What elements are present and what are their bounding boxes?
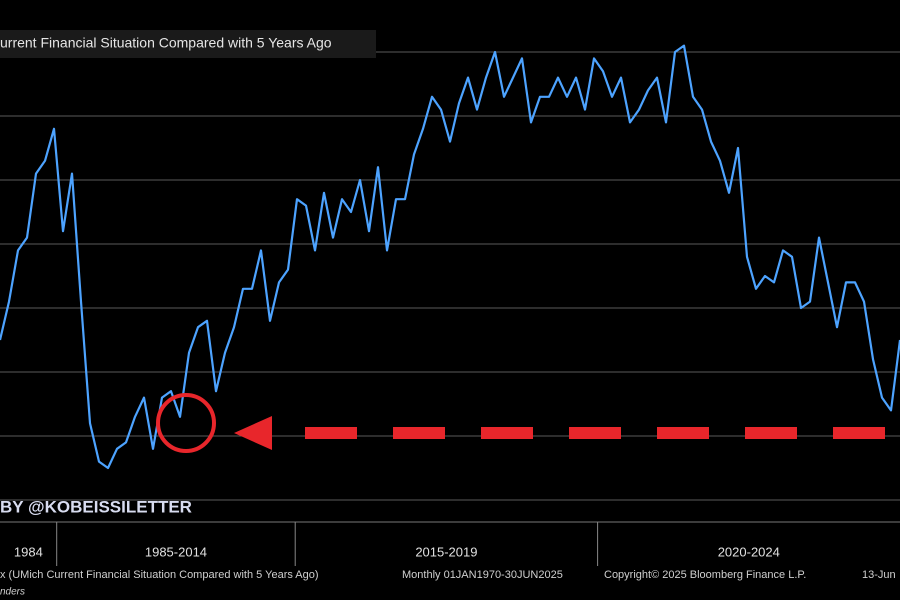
data-line <box>0 44 900 470</box>
footer-source: x (UMich Current Financial Situation Com… <box>0 569 319 581</box>
chart-title: urrent Financial Situation Compared with… <box>0 35 332 51</box>
x-section-label: 1984 <box>14 544 43 559</box>
title-box <box>0 30 376 58</box>
x-section-label: 1985-2014 <box>145 544 207 559</box>
highlight-circle <box>156 393 216 453</box>
footer-note: nders <box>0 587 25 598</box>
x-axis: 1984 1985-2014 2015-2019 2020-2024 <box>14 522 780 566</box>
footer-date: 13-Jun <box>862 569 896 581</box>
watermark: BY @KOBEISSILETTER <box>0 497 192 516</box>
footer-range: Monthly 01JAN1970-30JUN2025 <box>402 569 563 581</box>
x-section-label: 2020-2024 <box>718 544 780 559</box>
arrow-head <box>234 416 272 450</box>
plot <box>0 44 900 470</box>
x-section-label: 2015-2019 <box>415 544 477 559</box>
x-axis-band <box>0 522 900 566</box>
footer-copyright: Copyright© 2025 Bloomberg Finance L.P. <box>604 569 806 581</box>
